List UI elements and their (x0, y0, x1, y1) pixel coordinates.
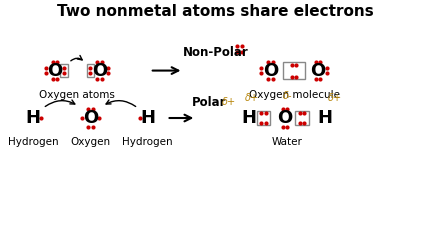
Text: H: H (140, 109, 155, 127)
Text: O: O (92, 62, 107, 79)
Text: δ+: δ+ (327, 93, 342, 103)
Text: Hydrogen: Hydrogen (122, 137, 173, 147)
Text: O: O (310, 62, 325, 79)
Bar (256, 111, 270, 125)
Text: Oxygen atoms: Oxygen atoms (39, 90, 115, 100)
Text: δ+: δ+ (222, 97, 236, 107)
Text: Two nonmetal atoms share electrons: Two nonmetal atoms share electrons (56, 4, 373, 19)
Text: δ-: δ- (282, 91, 292, 101)
Text: Oxygen molecule: Oxygen molecule (249, 90, 340, 100)
Bar (60, 64, 68, 77)
Text: O: O (47, 62, 62, 79)
Text: H: H (26, 109, 41, 127)
Text: Polar: Polar (192, 96, 226, 109)
Text: Water: Water (271, 137, 302, 147)
Text: O: O (263, 62, 278, 79)
Bar (295, 111, 309, 125)
Text: H: H (317, 109, 332, 127)
Text: O: O (278, 109, 293, 127)
Text: Hydrogen: Hydrogen (8, 137, 59, 147)
Text: O: O (83, 109, 98, 127)
Text: δ+: δ+ (244, 93, 259, 103)
Text: Oxygen: Oxygen (70, 137, 110, 147)
Bar (283, 62, 305, 79)
Bar (86, 64, 95, 77)
Text: H: H (241, 109, 256, 127)
Text: Non-Polar: Non-Polar (183, 46, 249, 59)
